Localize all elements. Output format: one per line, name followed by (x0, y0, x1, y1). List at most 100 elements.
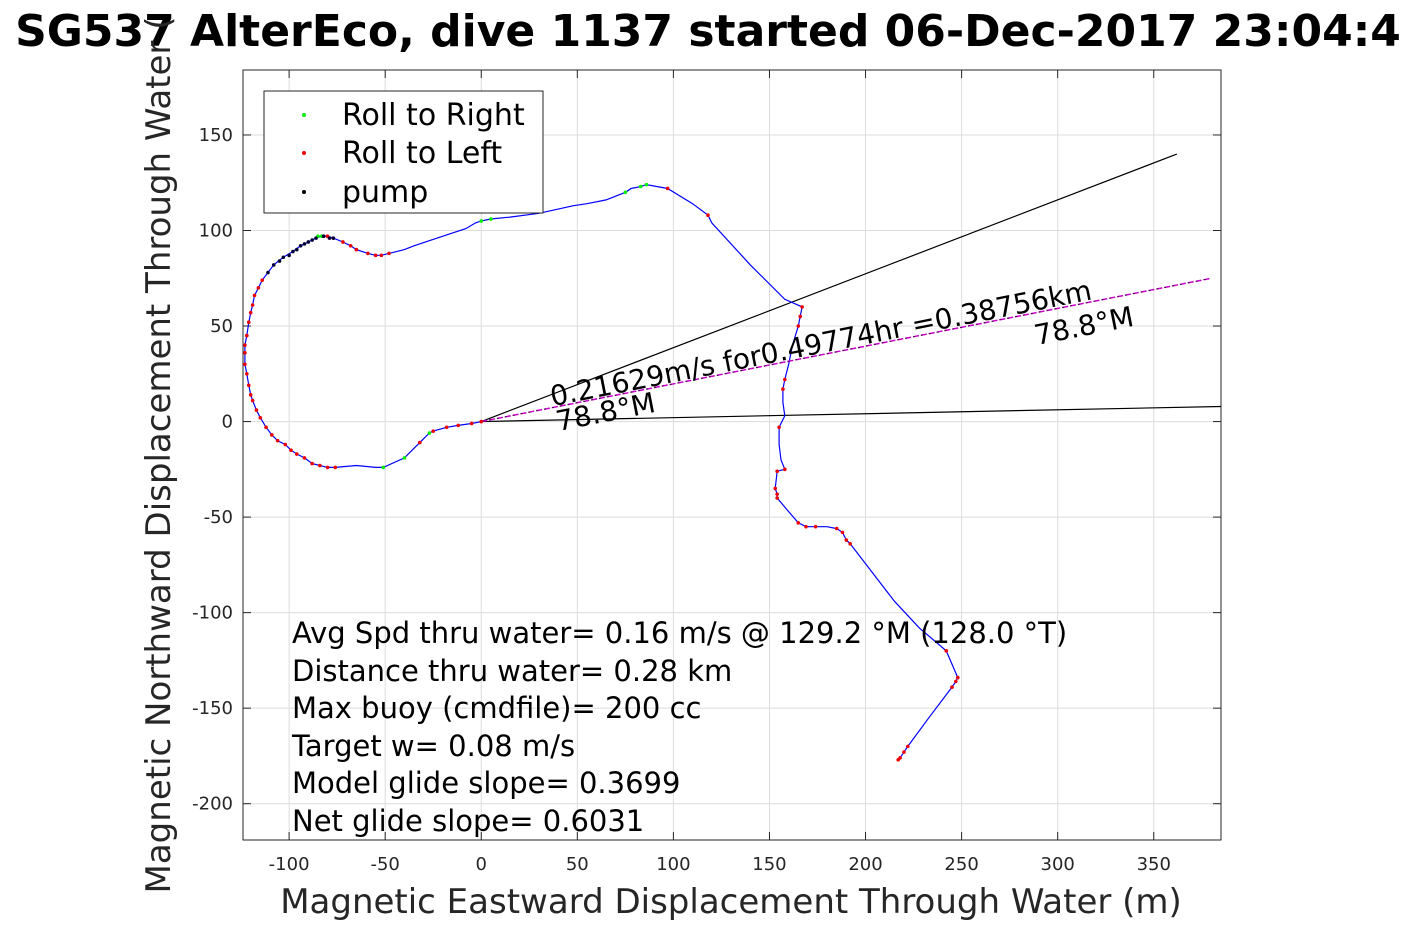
roll-left-point (896, 757, 901, 762)
roll-left-point (798, 314, 803, 319)
stats-notes: Avg Spd thru water= 0.16 m/s @ 129.2 °M … (291, 616, 1067, 838)
roll-left-point (775, 469, 779, 474)
roll-left-point (333, 465, 338, 470)
roll-left-point (417, 440, 422, 445)
y-axis-ticks: 150 100 50 0 -50 -100 -150 -200 (192, 125, 1221, 815)
data-markers (243, 182, 960, 762)
x-tick-label: 150 (752, 854, 786, 875)
roll-left-point (781, 387, 785, 391)
note-net-glide-slope: Net glide slope= 0.6031 (292, 804, 644, 838)
roll-left-point (245, 371, 249, 376)
legend-marker-pump (302, 190, 306, 194)
roll-left-point (341, 240, 345, 244)
roll-left-point (248, 310, 253, 315)
roll-left-point (775, 492, 779, 496)
roll-left-point (775, 496, 779, 500)
roll-left-point (246, 320, 251, 325)
roll-left-point (245, 333, 249, 338)
roll-left-point (955, 675, 960, 680)
wedge-line-2 (481, 405, 1221, 423)
roll-left-point (706, 213, 710, 218)
roll-right-point (402, 456, 407, 460)
roll-right-point (644, 182, 649, 187)
legend-label-roll-left: Roll to Left (342, 136, 502, 171)
roll-left-point (800, 305, 804, 309)
roll-right-point (479, 219, 484, 223)
axes-box (242, 69, 1222, 841)
roll-left-point (254, 408, 259, 412)
chart-title: SG537 AlterEco, dive 1137 started 06-Dec… (15, 6, 1401, 57)
pump-point (321, 234, 326, 239)
roll-left-point (302, 456, 307, 460)
roll-left-point (294, 452, 299, 456)
y-tick-label: 0 (222, 412, 233, 433)
y-tick-label: -100 (192, 603, 233, 624)
roll-left-point (264, 425, 268, 430)
roll-right-point (489, 217, 493, 221)
note-target-w: Target w= 0.08 m/s (291, 729, 575, 763)
roll-left-point (252, 293, 257, 298)
roll-left-point (796, 521, 801, 525)
roll-left-point (665, 186, 670, 191)
pump-point (277, 259, 282, 263)
roll-left-point (243, 362, 247, 367)
roll-left-point (248, 393, 253, 397)
x-tick-label: 350 (1137, 854, 1171, 875)
wedge-line-1 (481, 153, 1178, 423)
roll-left-point (848, 542, 852, 546)
roll-right-point (427, 431, 432, 435)
roll-left-point (373, 253, 378, 258)
roll-left-point (354, 247, 359, 252)
roll-left-point (906, 744, 910, 749)
roll-left-point (256, 286, 261, 290)
y-tick-label: -50 (204, 507, 233, 528)
roll-left-point (283, 442, 288, 447)
roll-left-point (479, 419, 484, 424)
x-tick-label: 50 (566, 854, 589, 875)
current-vector-line (481, 277, 1212, 423)
roll-left-point (310, 461, 314, 466)
roll-left-point (379, 253, 384, 258)
roll-left-point (777, 425, 781, 430)
pump-point (314, 236, 318, 240)
roll-left-point (250, 303, 255, 307)
legend-marker-roll-right (302, 113, 306, 117)
y-tick-label: 100 (199, 220, 233, 241)
roll-left-point (243, 343, 247, 347)
note-model-glide-slope: Model glide slope= 0.3699 (292, 766, 680, 800)
note-avg-speed: Avg Spd thru water= 0.16 m/s @ 129.2 °M … (292, 616, 1067, 650)
roll-left-point (813, 524, 818, 529)
roll-left-point (366, 251, 370, 256)
roll-left-point (348, 243, 353, 248)
pump-point (302, 242, 307, 246)
roll-left-point (431, 429, 436, 433)
roll-left-point (318, 463, 322, 468)
x-tick-label: 200 (848, 854, 882, 875)
note-distance: Distance thru water= 0.28 km (292, 654, 732, 688)
x-tick-label: -100 (269, 854, 310, 875)
pump-point (331, 236, 336, 240)
y-axis-label: Magnetic Northward Displacement Through … (139, 17, 179, 894)
y-tick-label: -150 (192, 698, 233, 719)
legend-marker-roll-left (302, 151, 306, 155)
y-tick-label: 150 (199, 125, 233, 146)
pump-point (287, 253, 291, 258)
roll-left-point (834, 526, 839, 531)
roll-left-point (804, 524, 808, 529)
roll-left-point (275, 438, 280, 443)
x-tick-label: 100 (656, 854, 690, 875)
roll-left-point (773, 486, 778, 491)
roll-left-point (387, 251, 391, 256)
roll-left-point (783, 377, 787, 382)
roll-left-point (796, 324, 801, 328)
y-tick-label: -200 (192, 794, 233, 815)
legend-label-roll-right: Roll to Right (342, 98, 525, 133)
roll-left-point (944, 649, 949, 653)
note-max-buoy: Max buoy (cmdfile)= 200 cc (292, 691, 701, 725)
roll-left-point (902, 750, 906, 754)
legend-box (263, 90, 544, 214)
roll-left-point (954, 679, 958, 684)
pump-point (310, 238, 314, 242)
